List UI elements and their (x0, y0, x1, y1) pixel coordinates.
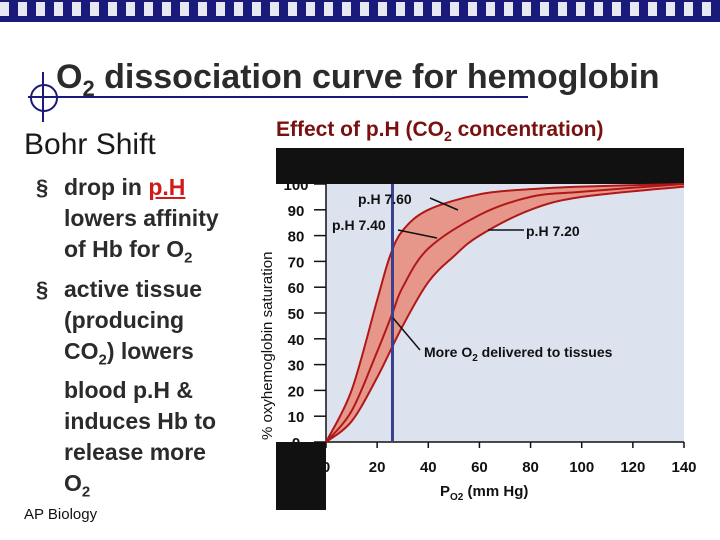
title-underline (28, 96, 528, 98)
y-tick-label: 0 (292, 435, 300, 452)
y-tick-label: 90 (288, 203, 305, 220)
curve-labels: p.H 7.60 p.H 7.40 p.H 7.20 More O2 delivere… (332, 191, 613, 364)
bullet-item-2: § active tissue (producing CO2) lowers b… (36, 275, 217, 501)
y-tick-label: 80 (288, 229, 305, 246)
bullet-list: § drop in p.H lowers affinity of Hb for … (36, 172, 236, 508)
crosshair-circle (30, 84, 58, 112)
leader-annotation (392, 317, 421, 351)
x-tick-label: 100 (569, 459, 594, 476)
y-tick-label: 20 (288, 383, 305, 400)
band-shading (326, 184, 684, 442)
y-tick-label: 60 (288, 280, 305, 297)
slide-title: O2 dissociation curve for hemoglobin (56, 58, 660, 101)
y-tick-label: 10 (288, 409, 305, 426)
y-tick-label: 50 (288, 306, 305, 323)
y-axis-label: % oxyhemoglobin saturation (259, 252, 276, 440)
footer-label: AP Biology (24, 506, 98, 523)
x-axis-label: PO2 (mm Hg) (440, 483, 528, 503)
ph-highlight: p.H (148, 174, 186, 200)
x-tick-label: 20 (369, 459, 386, 476)
leader-ph-7-40 (397, 229, 438, 239)
annotation-more-o2: More O2 delivered to tissues (424, 344, 613, 364)
label-ph-7-40: p.H 7.40 (332, 217, 386, 233)
x-tick-label: 60 (471, 459, 488, 476)
curve-ph-7-60 (325, 183, 685, 443)
x-axis: 0 20 40 60 80 100 120 140 (322, 441, 697, 476)
chart-title: Effect of p.H (CO2 concentration) (276, 118, 603, 144)
banner-pattern (0, 2, 720, 16)
y-tick-label: 100 (283, 177, 308, 194)
x-tick-label: 40 (420, 459, 437, 476)
curve-ph-7-20 (325, 185, 685, 443)
bullet-item-1: § drop in p.H lowers affinity of Hb for … (36, 174, 219, 267)
x-tick-label: 0 (322, 459, 330, 476)
x-tick-label: 140 (671, 459, 696, 476)
leader-ph-7-60 (429, 197, 459, 211)
bullet-marker-icon: § (36, 175, 49, 200)
label-ph-7-20: p.H 7.20 (526, 223, 580, 239)
curve-ph-7-40 (325, 183, 685, 443)
chart-frame-top (276, 148, 684, 184)
label-ph-7-60: p.H 7.60 (358, 191, 412, 207)
y-tick-label: 40 (288, 332, 305, 349)
x-tick-label: 80 (522, 459, 539, 476)
curve-band (326, 184, 684, 442)
bullet-marker-icon: § (36, 276, 49, 302)
slide-subtitle: Bohr Shift (24, 128, 156, 161)
y-tick-label: 30 (288, 358, 305, 375)
x-tick-label: 120 (620, 459, 645, 476)
curve-lines (325, 183, 685, 443)
y-tick-label: 70 (288, 254, 305, 271)
